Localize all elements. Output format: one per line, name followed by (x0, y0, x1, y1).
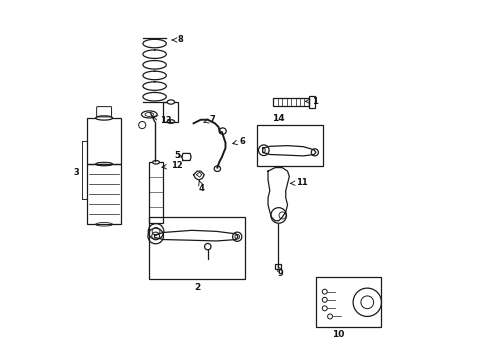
Bar (164, 102, 178, 122)
Bar (316, 278, 381, 327)
Text: 11: 11 (291, 178, 308, 187)
Bar (87, 164, 121, 224)
Bar (275, 264, 281, 269)
Text: 4: 4 (198, 181, 205, 193)
Text: 1: 1 (305, 97, 318, 106)
Bar (273, 98, 309, 106)
Text: 8: 8 (172, 36, 183, 45)
Ellipse shape (96, 116, 113, 120)
Text: 12: 12 (162, 161, 182, 170)
Bar (257, 125, 323, 166)
Text: 5: 5 (174, 151, 183, 160)
Bar (309, 96, 315, 108)
Bar (149, 162, 163, 222)
Text: 13: 13 (153, 116, 172, 125)
Text: 3: 3 (74, 168, 79, 177)
Text: 7: 7 (204, 115, 215, 124)
Ellipse shape (167, 100, 174, 104)
Text: 6: 6 (233, 136, 245, 145)
Text: 14: 14 (271, 114, 284, 123)
Text: 9: 9 (278, 266, 284, 278)
Text: 2: 2 (194, 283, 200, 292)
Bar (149, 217, 245, 279)
Text: 10: 10 (332, 329, 344, 338)
Bar (87, 118, 121, 164)
Ellipse shape (153, 161, 159, 164)
